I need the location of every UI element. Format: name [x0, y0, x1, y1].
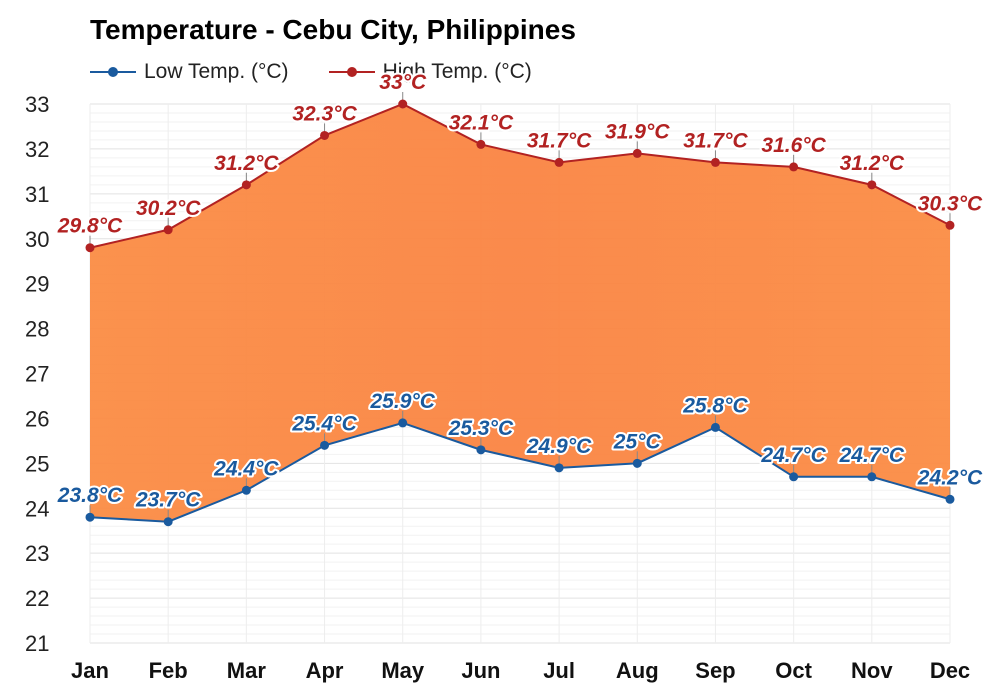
y-tick-label: 23	[25, 541, 49, 566]
data-label-low: 25.8°C	[682, 394, 748, 417]
x-tick-label: Mar	[227, 658, 267, 683]
y-tick-label: 28	[25, 317, 49, 342]
y-tick-label: 32	[25, 137, 49, 162]
series-line-high	[89, 102, 951, 249]
data-point-high	[398, 99, 408, 109]
legend-swatch-high	[328, 65, 375, 79]
data-point-low	[476, 445, 486, 455]
data-point-low	[710, 422, 720, 432]
data-label-high: 31.7°C	[527, 129, 592, 152]
x-tick-label: Feb	[149, 658, 188, 683]
y-tick-label: 22	[25, 586, 49, 611]
data-point-low	[554, 463, 564, 473]
series-line-low	[89, 421, 951, 523]
legend-label-high: High Temp. (°C)	[382, 60, 532, 83]
data-point-low	[398, 418, 408, 428]
x-tick-label: Oct	[775, 658, 812, 683]
x-tick-label: Jan	[71, 658, 109, 683]
data-point-low	[632, 458, 642, 468]
data-point-low	[163, 517, 173, 527]
x-tick-label: Apr	[306, 658, 344, 683]
data-point-low	[85, 512, 95, 522]
range-fill-area	[90, 104, 950, 522]
data-label-high: 31.2°C	[840, 152, 905, 175]
data-label-high: 32.3°C	[292, 102, 357, 125]
x-tick-label: Sep	[695, 658, 735, 683]
data-point-high	[163, 225, 173, 235]
data-label-high: 29.8°C	[57, 215, 123, 238]
legend-label-low: Low Temp. (°C)	[144, 60, 289, 83]
x-tick-label: Jul	[543, 658, 575, 683]
data-label-high: 32.1°C	[449, 111, 514, 134]
data-point-high	[710, 157, 720, 167]
y-tick-label: 30	[25, 227, 49, 252]
data-point-high	[789, 162, 799, 172]
data-point-high	[945, 220, 955, 230]
data-point-high	[554, 157, 564, 167]
data-label-high: 31.6°C	[761, 134, 826, 157]
y-tick-label: 33	[25, 92, 49, 117]
legend-swatch-low	[90, 65, 136, 79]
x-tick-label: Aug	[616, 658, 659, 683]
data-point-high	[632, 148, 642, 158]
data-label-low: 23.7°C	[135, 489, 201, 512]
data-point-low	[789, 472, 799, 482]
x-tick-label: May	[381, 658, 425, 683]
data-label-high: 31.9°C	[605, 120, 670, 143]
data-label-low: 25.4°C	[291, 412, 357, 435]
data-point-low	[867, 472, 877, 482]
data-label-high: 31.7°C	[683, 129, 748, 152]
y-tick-label: 25	[25, 451, 49, 476]
data-point-high	[867, 180, 877, 190]
data-point-low	[320, 440, 330, 450]
data-point-low	[945, 494, 955, 504]
y-tick-label: 26	[25, 406, 49, 431]
data-label-low: 23.8°C	[57, 484, 123, 507]
data-label-high: 30.3°C	[918, 192, 983, 215]
data-label-low: 25°C	[613, 430, 662, 453]
data-label-high: 31.2°C	[214, 152, 279, 175]
y-tick-label: 24	[25, 496, 49, 521]
y-tick-label: 31	[25, 182, 49, 207]
chart-title: Temperature - Cebu City, Philippines	[90, 14, 576, 45]
data-label-low: 25.3°C	[448, 417, 514, 440]
data-label-high: 30.2°C	[136, 197, 201, 220]
legend: Low Temp. (°C) High Temp. (°C)	[90, 60, 532, 84]
data-point-low	[241, 485, 251, 495]
legend-item-high[interactable]: High Temp. (°C)	[328, 60, 532, 84]
data-label-low: 24.2°C	[917, 466, 983, 489]
x-tick-label: Dec	[930, 658, 970, 683]
x-tick-label: Jun	[461, 658, 500, 683]
y-tick-label: 21	[25, 631, 49, 656]
x-tick-label: Nov	[851, 658, 893, 683]
legend-item-low[interactable]: Low Temp. (°C)	[90, 60, 289, 84]
y-tick-label: 27	[25, 362, 49, 387]
data-label-low: 24.7°C	[839, 444, 905, 467]
data-label-low: 24.7°C	[760, 444, 826, 467]
data-label-low: 25.9°C	[370, 390, 436, 413]
data-label-low: 24.4°C	[213, 457, 279, 480]
y-tick-label: 29	[25, 272, 49, 297]
data-label-high: 33°C	[379, 71, 427, 94]
data-point-high	[476, 139, 486, 149]
data-point-high	[320, 130, 330, 140]
data-point-high	[85, 243, 95, 253]
data-label-low: 24.9°C	[526, 435, 592, 458]
data-point-high	[241, 180, 251, 190]
